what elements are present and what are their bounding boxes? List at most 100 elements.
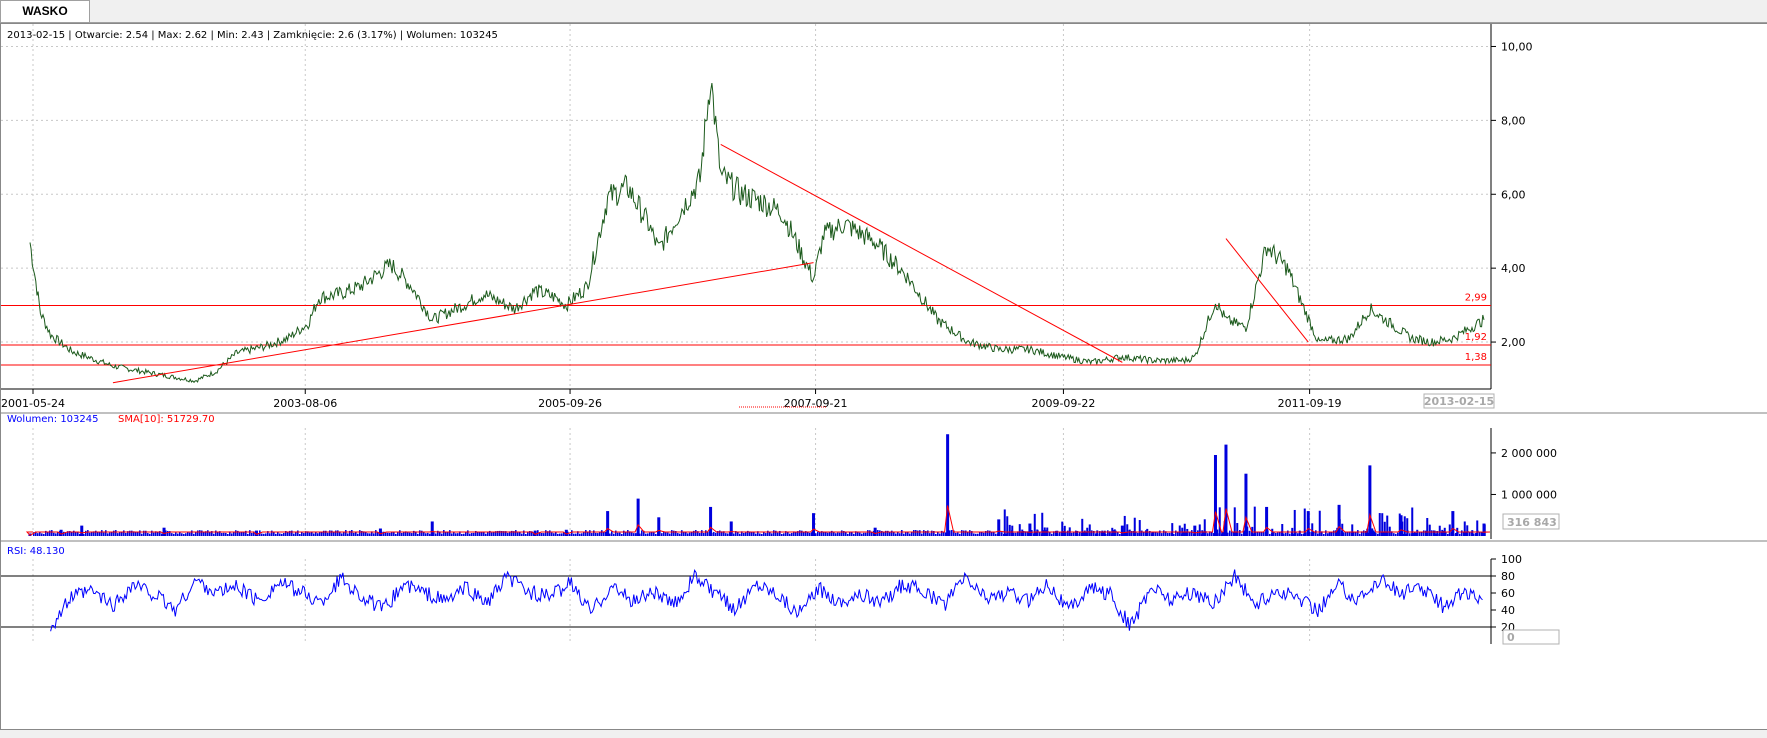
level-label: 1,38 bbox=[1465, 352, 1487, 363]
volume-bar bbox=[803, 531, 805, 536]
volume-bar bbox=[939, 533, 941, 536]
volume-bar bbox=[961, 530, 963, 536]
volume-bar bbox=[743, 532, 745, 536]
volume-bar bbox=[779, 530, 781, 536]
volume-bar bbox=[1185, 532, 1187, 536]
volume-bar bbox=[497, 530, 499, 536]
volume-bar bbox=[359, 530, 361, 536]
volume-bar bbox=[1349, 531, 1351, 536]
rsi-tick-label: 40 bbox=[1501, 604, 1515, 617]
volume-bar bbox=[703, 533, 705, 536]
volume-bar bbox=[207, 530, 209, 536]
volume-bar bbox=[839, 532, 841, 536]
volume-bar bbox=[287, 531, 289, 536]
volume-bar bbox=[129, 530, 131, 536]
volume-bar bbox=[1281, 524, 1284, 536]
volume-bar bbox=[557, 533, 559, 536]
volume-bar bbox=[171, 533, 173, 536]
volume-bar bbox=[1119, 533, 1121, 536]
volume-bar bbox=[49, 530, 51, 536]
volume-bar bbox=[941, 530, 943, 536]
volume-bar bbox=[403, 532, 405, 536]
volume-bar bbox=[327, 532, 329, 536]
volume-bar bbox=[783, 533, 785, 536]
volume-bar bbox=[107, 533, 109, 536]
volume-bar bbox=[995, 533, 997, 536]
volume-bar bbox=[741, 531, 743, 536]
volume-bar bbox=[1411, 507, 1414, 536]
volume-bar bbox=[1336, 527, 1339, 536]
volume-bar bbox=[1459, 533, 1461, 536]
price-tick-label: 4,00 bbox=[1501, 262, 1526, 275]
volume-bar bbox=[421, 530, 423, 536]
volume-bar bbox=[553, 533, 555, 536]
volume-bar bbox=[715, 532, 717, 536]
volume-bar bbox=[619, 532, 621, 536]
volume-bar bbox=[113, 530, 115, 536]
volume-bar bbox=[1413, 531, 1416, 536]
volume-bar bbox=[1235, 531, 1237, 536]
volume-bar bbox=[1328, 531, 1331, 536]
volume-bar bbox=[211, 531, 213, 536]
volume-bar bbox=[151, 530, 153, 536]
current-date-label: 2013-02-15 bbox=[1424, 395, 1494, 408]
volume-bar bbox=[159, 531, 161, 536]
volume-bar bbox=[573, 533, 575, 536]
current-date-box bbox=[1423, 393, 1495, 409]
volume-bar bbox=[693, 530, 695, 536]
volume-bar bbox=[1377, 533, 1379, 536]
volume-bar bbox=[365, 531, 367, 536]
volume-bar bbox=[267, 531, 269, 536]
volume-bar bbox=[739, 533, 741, 536]
volume-bar bbox=[1013, 532, 1015, 536]
volume-bar bbox=[677, 533, 679, 536]
volume-bar bbox=[355, 532, 357, 536]
volume-bar bbox=[1257, 531, 1259, 536]
volume-bar bbox=[1049, 532, 1051, 536]
volume-bar bbox=[527, 532, 529, 536]
volume-bar bbox=[1083, 530, 1086, 536]
volume-bar bbox=[645, 533, 647, 536]
volume-bar bbox=[1461, 530, 1463, 536]
status-strip bbox=[0, 730, 1767, 738]
volume-bar bbox=[611, 531, 613, 536]
volume-bar bbox=[1361, 531, 1363, 536]
volume-bar bbox=[517, 532, 519, 536]
volume-bar bbox=[935, 533, 937, 536]
volume-bar bbox=[727, 533, 729, 536]
volume-bar bbox=[705, 530, 707, 536]
volume-bar bbox=[125, 532, 127, 536]
volume-bar bbox=[357, 533, 359, 536]
volume-bar bbox=[373, 533, 375, 536]
volume-bar bbox=[67, 531, 69, 536]
volume-bar bbox=[653, 532, 655, 536]
volume-bar bbox=[946, 434, 950, 536]
volume-bar bbox=[185, 533, 187, 536]
volume-bar bbox=[263, 533, 265, 536]
tab-wasko[interactable]: WASKO bbox=[0, 0, 90, 22]
x-tick-label: 2001-05-24 bbox=[1, 397, 65, 410]
volume-bar bbox=[1056, 530, 1059, 536]
volume-bar bbox=[775, 530, 777, 536]
volume-bar bbox=[475, 530, 477, 536]
volume-bar bbox=[633, 533, 635, 536]
volume-bar bbox=[1343, 532, 1345, 536]
volume-bar bbox=[1405, 533, 1407, 536]
volume-bar bbox=[697, 531, 699, 536]
volume-bar bbox=[1197, 530, 1199, 536]
volume-bar bbox=[271, 530, 273, 536]
volume-bar bbox=[137, 531, 139, 536]
volume-bar bbox=[329, 530, 331, 536]
volume-bar bbox=[625, 531, 627, 536]
volume-bar bbox=[1463, 521, 1466, 536]
volume-bar bbox=[951, 530, 953, 536]
volume-bar bbox=[1416, 529, 1419, 536]
volume-bar bbox=[1383, 521, 1386, 536]
volume-bar bbox=[111, 532, 113, 536]
volume-bar bbox=[483, 532, 485, 536]
volume-bar bbox=[157, 532, 159, 536]
volume-bar bbox=[571, 530, 573, 536]
volume-bar bbox=[757, 531, 759, 536]
volume-bar bbox=[321, 532, 323, 536]
volume-bar bbox=[1113, 529, 1116, 536]
